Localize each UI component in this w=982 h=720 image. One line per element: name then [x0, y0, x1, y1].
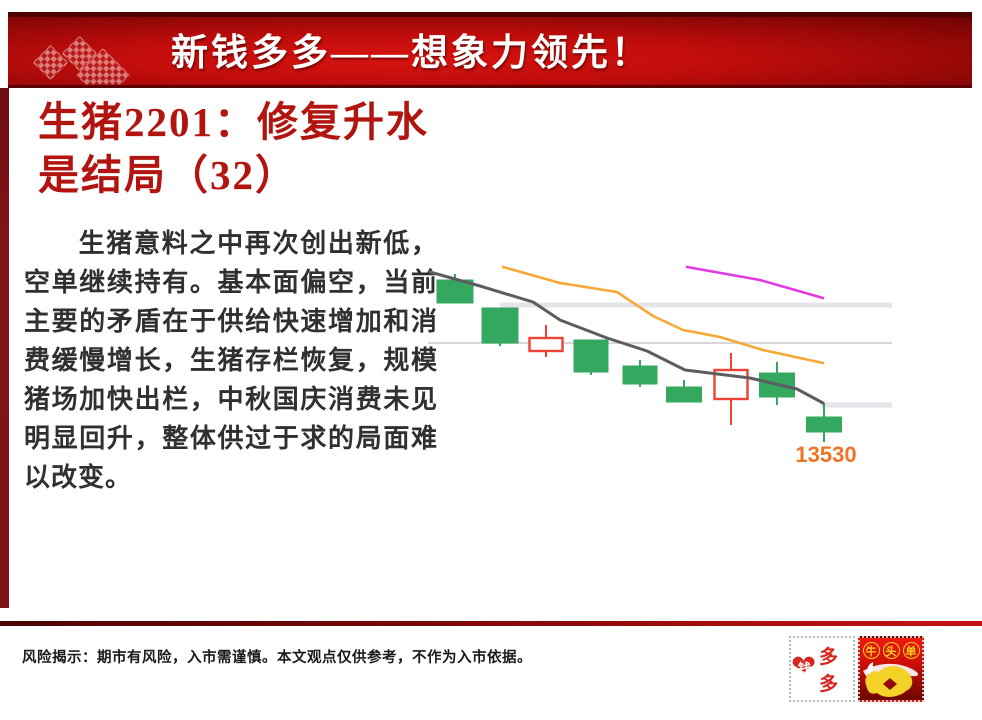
banner-pattern-icon [32, 44, 69, 81]
niutoudan-char: 头 [882, 642, 900, 659]
left-accent-bar [0, 88, 9, 608]
logo-stamps: ❤ 钱 多多 牛 头 单 [789, 636, 924, 702]
candlestick-chart: 13530 [420, 250, 898, 472]
price-label: 13530 [795, 442, 856, 467]
bull-head-icon [863, 662, 918, 697]
page-title-line1: 生猪2201：修复升水 [38, 99, 429, 145]
qianduoduo-heart-char: 钱 [798, 661, 812, 676]
banner-title: 新钱多多——想象力领先！ [171, 32, 651, 74]
qianduoduo-logo: ❤ 钱 多多 [789, 636, 855, 702]
page-title: 生猪2201：修复升水 是结局（32） [38, 96, 468, 202]
article-body: 生猪意料之中再次创出新低，空单继续持有。基本面偏空，当前主要的矛盾在于供给快速增… [24, 229, 438, 492]
risk-disclaimer: 风险揭示：期市有风险，入市需谨慎。本文观点仅供参考，不作为入市依据。 [22, 650, 532, 666]
niutoudan-logo: 牛 头 单 [858, 636, 924, 702]
top-banner: 新钱多多——想象力领先！ [8, 12, 972, 88]
heart-icon: ❤ 钱 [791, 649, 821, 684]
heart-glyph: ❤ [791, 649, 817, 684]
footer-divider [0, 621, 982, 626]
qianduoduo-label: 多多 [819, 647, 838, 695]
niutoudan-char: 单 [902, 642, 920, 659]
candlestick-chart-canvas: 13530 [428, 265, 892, 467]
page-title-line2: 是结局（32） [38, 152, 298, 198]
niutoudan-char: 牛 [862, 642, 880, 659]
niutoudan-label: 牛 头 单 [862, 642, 920, 659]
